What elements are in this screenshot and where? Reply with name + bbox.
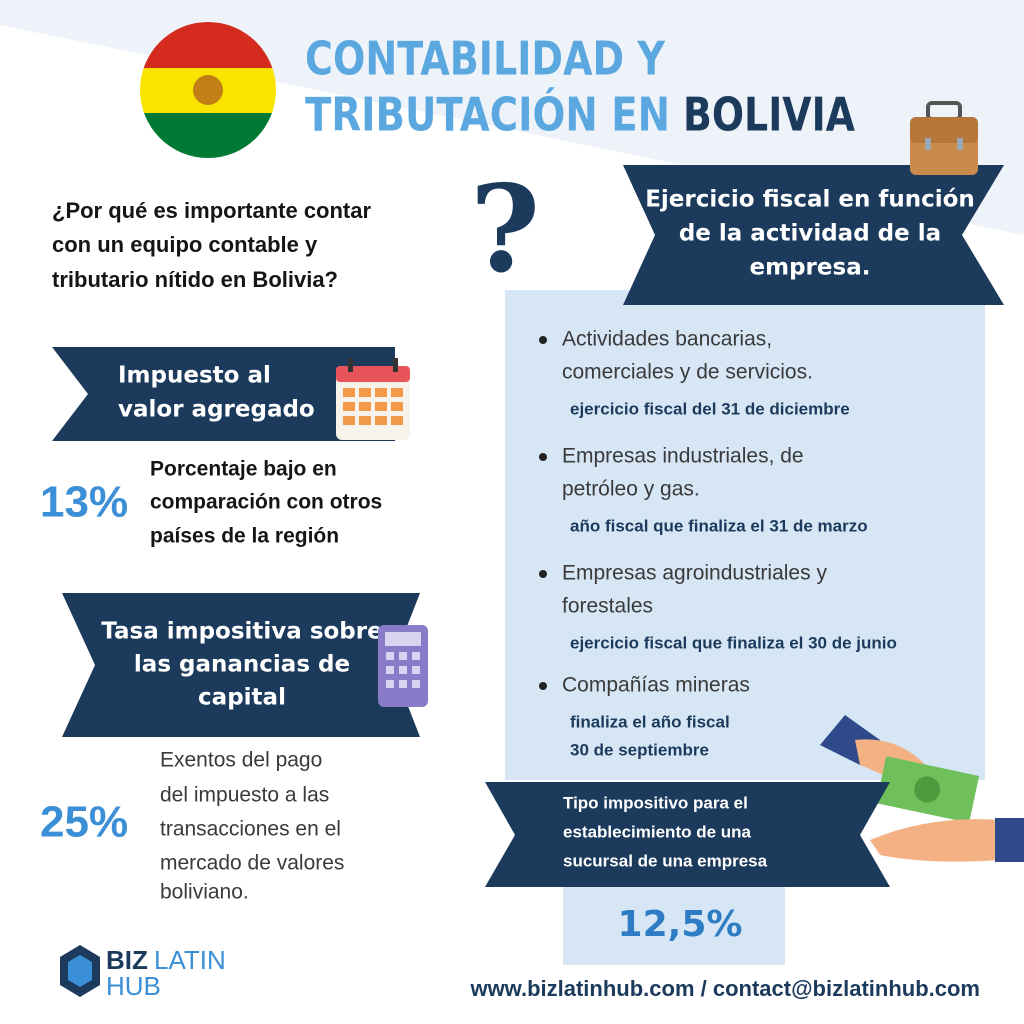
period: 30 de septiembre xyxy=(570,740,709,759)
rate-panel xyxy=(563,885,785,965)
logo-icon xyxy=(60,945,100,997)
question-line: con un equipo contable y xyxy=(52,232,318,257)
question-line: tributario nítido en Bolivia? xyxy=(52,267,338,292)
bolivia-flag xyxy=(140,22,276,158)
description: mercado de valores xyxy=(160,852,344,875)
contact: www.bizlatinhub.com / contact@bizlatinhu… xyxy=(469,976,980,1001)
ribbon xyxy=(52,347,395,441)
ribbon xyxy=(485,782,890,887)
bullet xyxy=(539,336,547,344)
rate: 13% xyxy=(40,478,128,527)
ribbon-heading: sucursal de una empresa xyxy=(563,851,768,870)
ribbon-heading: empresa. xyxy=(750,255,871,281)
title-line: TRIBUTACIÓN EN xyxy=(305,88,670,142)
description: transacciones en el xyxy=(160,818,341,841)
ribbon xyxy=(62,593,420,737)
rate: 25% xyxy=(40,798,128,847)
description: comparación con otros xyxy=(150,491,382,514)
activity: Empresas agroindustriales y xyxy=(562,562,827,585)
ribbon-heading: de la actividad de la xyxy=(679,221,941,247)
description: Porcentaje bajo en xyxy=(150,458,337,481)
activity: comerciales y de servicios. xyxy=(562,361,813,384)
rate: 12,5% xyxy=(618,904,743,945)
calculator-icon xyxy=(378,625,428,707)
logo-text: HUB xyxy=(106,971,161,1001)
bullet xyxy=(539,682,547,690)
ribbon-heading: Ejercicio fiscal en función xyxy=(645,187,975,213)
bullet xyxy=(539,570,547,578)
description: Exentos del pago xyxy=(160,749,322,772)
ribbon xyxy=(623,165,1004,305)
period: ejercicio fiscal del 31 de diciembre xyxy=(570,399,850,418)
bullet xyxy=(539,453,547,461)
title-highlight: BOLIVIA xyxy=(683,88,855,142)
ribbon-heading: establecimiento de una xyxy=(563,822,752,841)
description: del impuesto a las xyxy=(160,784,329,807)
activity: Compañías mineras xyxy=(562,674,750,697)
ribbon-heading: las ganancias de xyxy=(134,652,350,678)
title-line: CONTABILIDAD Y xyxy=(305,32,666,86)
activity: petróleo y gas. xyxy=(562,478,700,501)
activity: Empresas industriales, de xyxy=(562,445,804,468)
fiscal-list: Actividades bancarias, comerciales y de s… xyxy=(539,328,897,759)
briefcase-icon xyxy=(910,101,978,175)
calendar-icon xyxy=(336,358,410,440)
ribbon-heading: Tipo impositivo para el xyxy=(563,793,748,812)
description: países de la región xyxy=(150,525,339,548)
ribbon-heading: capital xyxy=(198,685,286,711)
info-panel xyxy=(505,290,985,780)
description: boliviano. xyxy=(160,881,249,904)
period: año fiscal que finaliza el 31 de marzo xyxy=(570,516,868,535)
ribbon-heading: Impuesto al xyxy=(118,363,271,389)
period: ejercicio fiscal que finaliza el 30 de j… xyxy=(570,633,897,652)
activity: Actividades bancarias, xyxy=(562,328,772,351)
money-hands-icon xyxy=(820,715,1024,862)
logo-text: BIZ xyxy=(106,945,148,975)
question-mark-icon: ? xyxy=(470,159,540,300)
question-line: ¿Por qué es importante contar xyxy=(52,198,371,223)
logo-text: LATIN xyxy=(154,945,226,975)
period: finaliza el año fiscal xyxy=(570,712,730,731)
activity: forestales xyxy=(562,595,653,618)
ribbon-heading: valor agregado xyxy=(118,397,315,423)
ribbon-heading: Tasa impositiva sobre xyxy=(101,619,382,645)
